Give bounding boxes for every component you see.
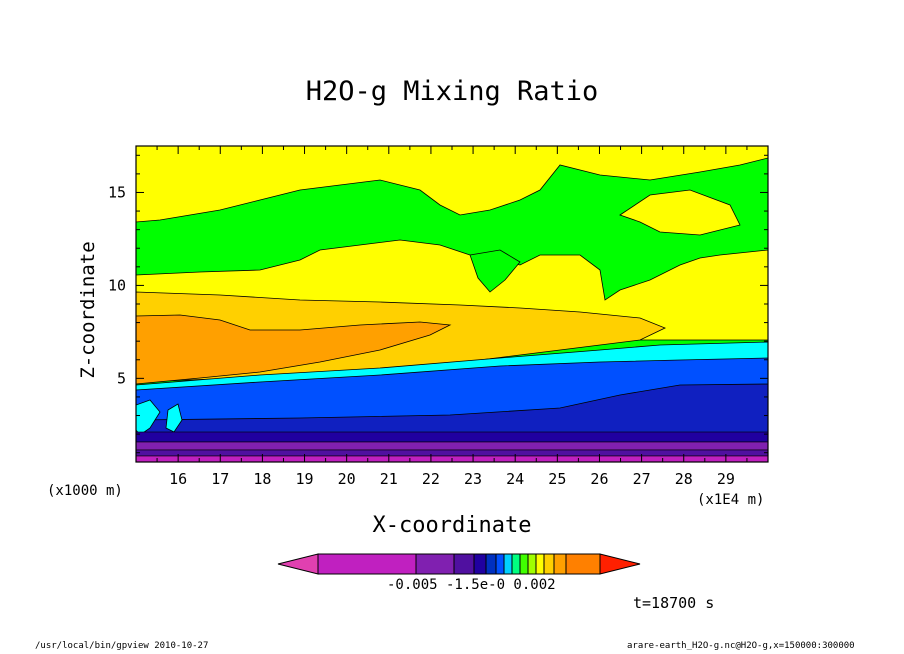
x-tick-label: 18 xyxy=(253,470,271,488)
time-label: t=18700 s xyxy=(633,594,715,612)
contour-band-yellow-right xyxy=(619,189,741,236)
contour-patch-cyan-left2 xyxy=(165,403,183,433)
y-axis-label: Z-coordinate xyxy=(77,241,99,379)
x-axis-label: X-coordinate xyxy=(372,513,532,538)
contour-band-orange xyxy=(136,314,452,385)
colorbar xyxy=(277,553,641,575)
x-tick-label: 27 xyxy=(633,470,651,488)
x-tick-label: 22 xyxy=(422,470,440,488)
contour-band-violet xyxy=(136,449,768,457)
colorbar-swatch xyxy=(473,553,487,575)
colorbar-swatch xyxy=(317,553,417,575)
x-tick-label: 29 xyxy=(717,470,735,488)
colorbar-swatch xyxy=(503,553,513,575)
x-tick-label: 16 xyxy=(169,470,187,488)
contour-band-indigo xyxy=(136,431,768,443)
x-axis: 16 17 18 19 20 21 22 23 24 25 26 27 28 29 xyxy=(156,146,748,488)
x-tick-label: 25 xyxy=(548,470,566,488)
x-tick-label: 26 xyxy=(590,470,608,488)
x-tick-label: 28 xyxy=(675,470,693,488)
contour-band-green-patch xyxy=(469,249,521,293)
y-tick-label: 5 xyxy=(117,369,126,387)
footer-right: arare-earth_H2O-g.nc@H2O-g,x=150000:3000… xyxy=(627,641,855,651)
colorbar-swatch xyxy=(535,553,545,575)
footer-left: /usr/local/bin/gpview 2010-10-27 xyxy=(35,641,209,651)
x-tick-label: 24 xyxy=(506,470,524,488)
contour-band-yellow-top xyxy=(136,146,768,223)
colorbar-tick-labels: -0.005 -1.5e-0 0.002 xyxy=(387,577,556,593)
chart-title: H2O-g Mixing Ratio xyxy=(305,76,599,107)
colorbar-arrow-left xyxy=(277,553,319,575)
contour-field xyxy=(136,146,768,462)
y-tick-label: 10 xyxy=(108,276,126,294)
contour-band-purple xyxy=(136,441,768,451)
contour-patch-cyan-left xyxy=(136,399,161,436)
colorbar-swatch xyxy=(519,553,529,575)
x-tick-label: 17 xyxy=(211,470,229,488)
x-tick-label: 20 xyxy=(338,470,356,488)
colorbar-swatch xyxy=(453,553,475,575)
colorbar-arrow-right xyxy=(599,553,641,575)
x-unit-left: (x1000 m) xyxy=(47,483,123,499)
x-unit-right: (x1E4 m) xyxy=(697,492,765,508)
colorbar-swatch xyxy=(415,553,455,575)
x-tick-label: 19 xyxy=(296,470,314,488)
colorbar-swatch xyxy=(565,553,601,575)
x-tick-label: 21 xyxy=(380,470,398,488)
colorbar-swatch xyxy=(511,553,521,575)
y-axis: 5 10 15 xyxy=(108,154,768,454)
colorbar-swatch xyxy=(495,553,505,575)
colorbar-swatch xyxy=(553,553,567,575)
y-tick-label: 15 xyxy=(108,183,126,201)
colorbar-swatch xyxy=(485,553,497,575)
colorbar-swatch xyxy=(527,553,537,575)
x-tick-label: 23 xyxy=(464,470,482,488)
colorbar-swatch xyxy=(543,553,555,575)
